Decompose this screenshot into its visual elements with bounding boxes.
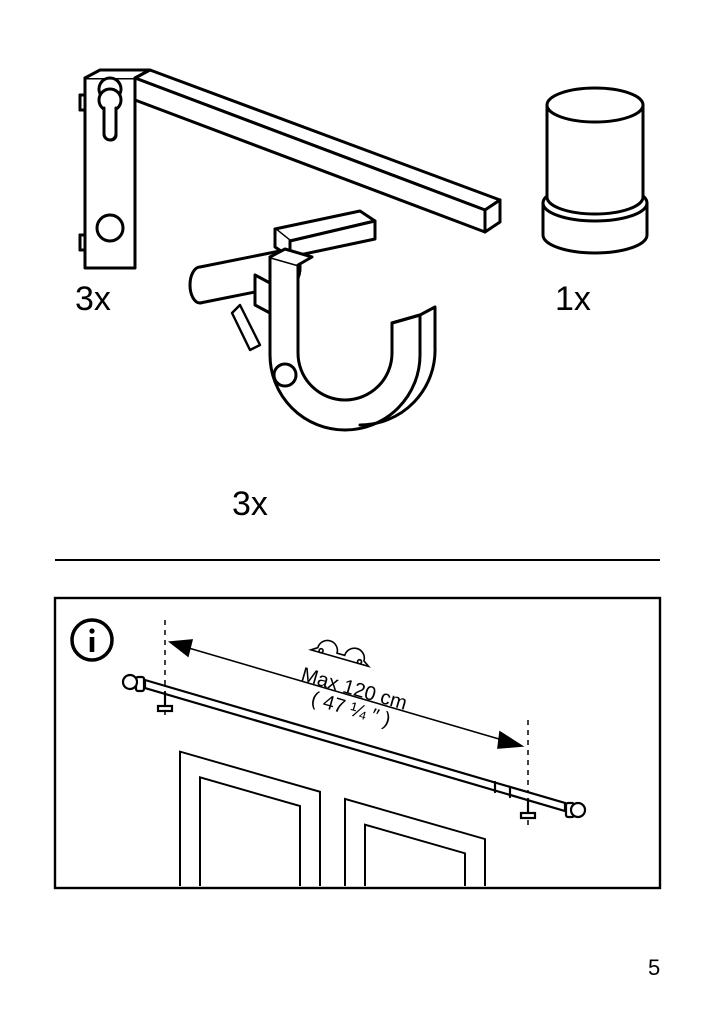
instruction-page: 3x 3x 1x [0,0,714,1012]
info-panel: Max 120 cm ( 47 ¼ ″ ) [55,598,660,1012]
qty-cap: 1x [555,280,591,318]
qty-hook: 3x [232,485,268,523]
part-hook [190,211,435,430]
qty-bracket-arm: 3x [75,280,111,318]
page-svg: 3x 3x 1x [0,0,714,1012]
part-cap [543,88,647,253]
page-number: 5 [648,955,660,980]
